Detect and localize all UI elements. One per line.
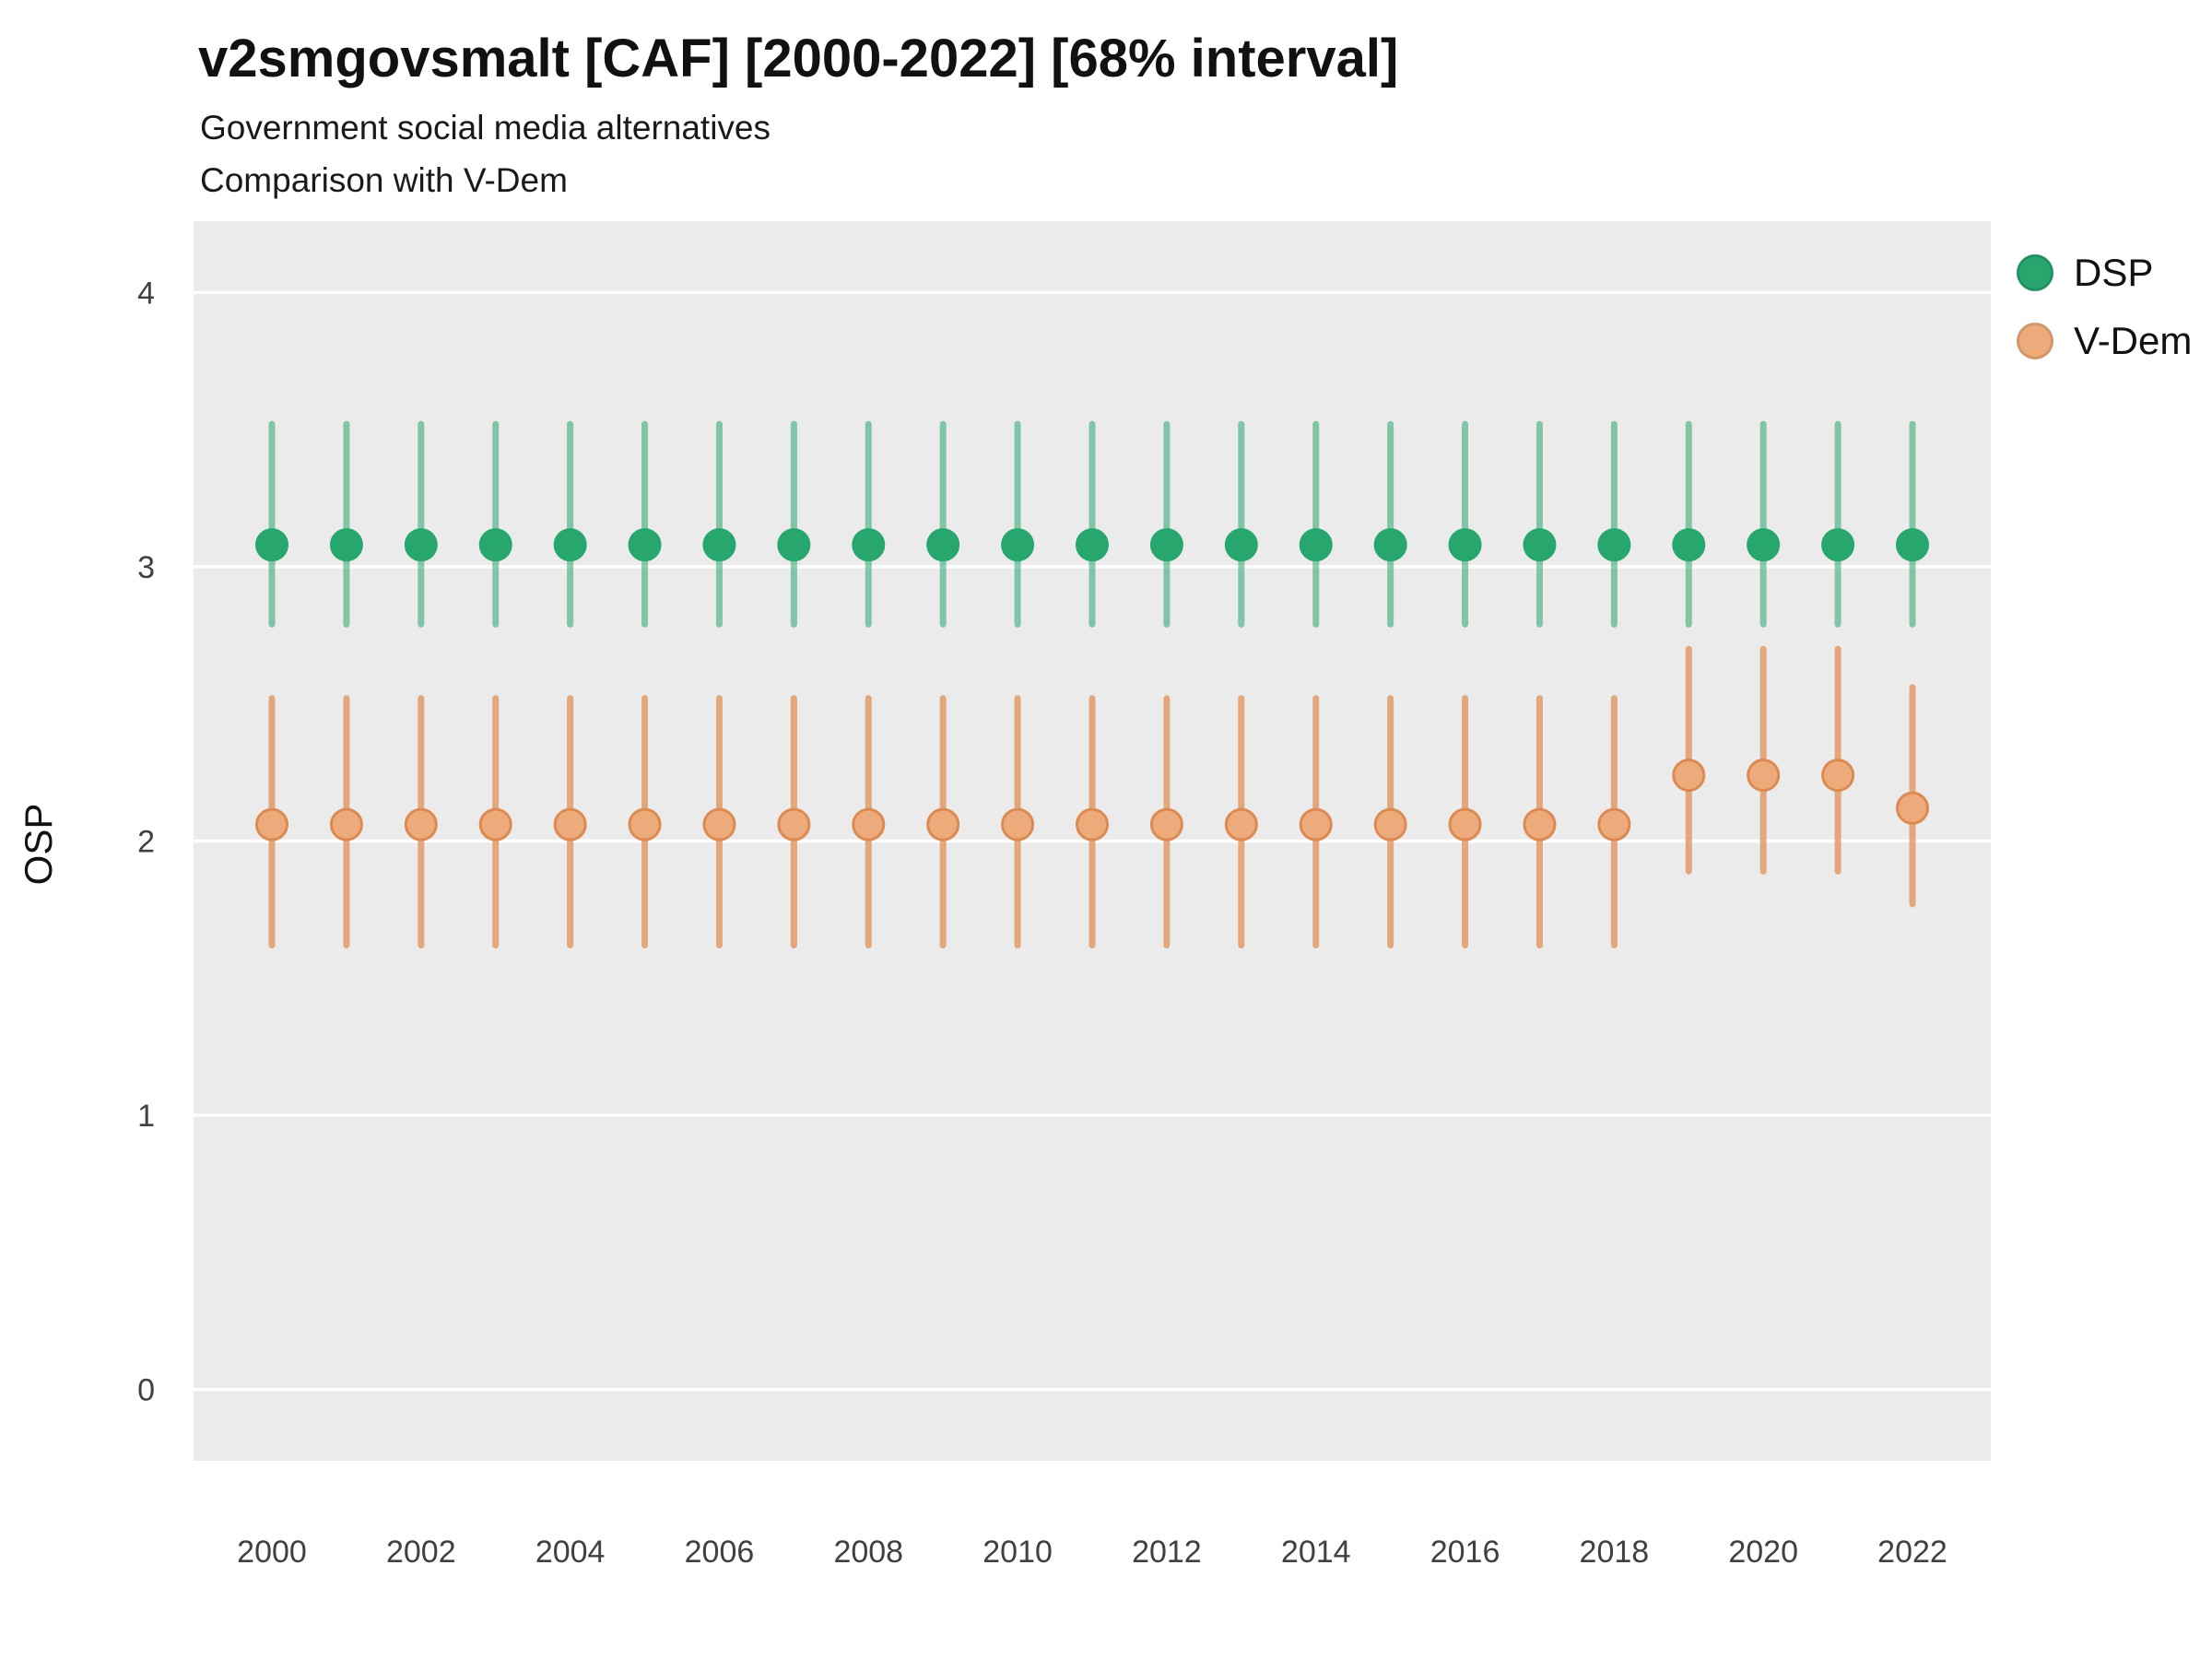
data-point-DSP-2022: [1896, 528, 1929, 562]
data-point-V-Dem-2006: [702, 807, 736, 841]
data-point-DSP-2004: [553, 528, 587, 562]
data-point-DSP-2011: [1076, 528, 1109, 562]
data-point-V-Dem-2020: [1747, 759, 1781, 793]
data-point-DSP-2012: [1149, 528, 1183, 562]
x-tick-label-2020: 2020: [1728, 1535, 1798, 1570]
data-point-DSP-2006: [702, 528, 736, 562]
dsp-legend-swatch-icon: [2017, 254, 2053, 291]
data-point-V-Dem-2013: [1224, 807, 1258, 841]
data-point-DSP-2009: [926, 528, 960, 562]
data-point-V-Dem-2003: [478, 807, 512, 841]
y-tick-label-0: 0: [137, 1373, 155, 1408]
x-tick-label-2022: 2022: [1877, 1535, 1947, 1570]
chart-subtitle-1: Government social media alternatives: [200, 109, 771, 147]
x-tick-label-2006: 2006: [685, 1535, 755, 1570]
legend: DSP V-Dem: [2017, 251, 2192, 387]
legend-item-dsp: DSP: [2017, 251, 2192, 295]
data-point-DSP-2008: [852, 528, 886, 562]
data-point-V-Dem-2015: [1373, 807, 1407, 841]
data-point-V-Dem-2022: [1896, 791, 1929, 825]
data-point-V-Dem-2007: [777, 807, 811, 841]
data-point-V-Dem-2014: [1299, 807, 1333, 841]
data-point-V-Dem-2016: [1448, 807, 1482, 841]
x-tick-label-2012: 2012: [1132, 1535, 1202, 1570]
y-tick-label-2: 2: [137, 824, 155, 859]
x-tick-label-2010: 2010: [982, 1535, 1053, 1570]
data-point-DSP-2010: [1001, 528, 1035, 562]
legend-label-dsp: DSP: [2074, 251, 2154, 294]
x-tick-label-2018: 2018: [1580, 1535, 1650, 1570]
x-tick-label-2000: 2000: [237, 1535, 307, 1570]
x-tick-label-2008: 2008: [833, 1535, 903, 1570]
data-point-DSP-2014: [1299, 528, 1333, 562]
data-point-V-Dem-2019: [1672, 759, 1706, 793]
x-tick-label-2004: 2004: [535, 1535, 606, 1570]
data-point-V-Dem-2021: [1821, 759, 1855, 793]
data-point-V-Dem-2001: [329, 807, 363, 841]
data-point-DSP-2005: [628, 528, 662, 562]
y-tick-label-3: 3: [137, 550, 155, 585]
chart-title: v2smgovsmalt [CAF] [2000-2022] [68% inte…: [198, 29, 1399, 88]
data-point-V-Dem-2010: [1001, 807, 1035, 841]
data-point-DSP-2002: [404, 528, 438, 562]
data-point-V-Dem-2009: [926, 807, 960, 841]
data-point-DSP-2020: [1747, 528, 1781, 562]
data-point-V-Dem-2017: [1523, 807, 1557, 841]
data-point-V-Dem-2012: [1149, 807, 1183, 841]
data-point-V-Dem-2002: [404, 807, 438, 841]
data-point-DSP-2000: [255, 528, 288, 562]
data-point-DSP-2007: [777, 528, 811, 562]
data-point-DSP-2021: [1821, 528, 1855, 562]
data-point-DSP-2013: [1224, 528, 1258, 562]
data-point-V-Dem-2004: [553, 807, 587, 841]
data-point-DSP-2001: [329, 528, 363, 562]
y-tick-label-1: 1: [137, 1099, 155, 1134]
legend-item-vdem: V-Dem: [2017, 319, 2192, 363]
data-point-V-Dem-2011: [1076, 807, 1109, 841]
x-tick-label-2002: 2002: [386, 1535, 456, 1570]
data-point-DSP-2003: [478, 528, 512, 562]
data-point-V-Dem-2000: [255, 807, 288, 841]
legend-label-vdem: V-Dem: [2074, 319, 2193, 362]
data-point-DSP-2016: [1448, 528, 1482, 562]
x-tick-label-2014: 2014: [1281, 1535, 1351, 1570]
data-point-DSP-2019: [1672, 528, 1706, 562]
x-tick-label-2016: 2016: [1430, 1535, 1500, 1570]
data-point-V-Dem-2018: [1597, 807, 1631, 841]
vdem-legend-swatch-icon: [2017, 323, 2053, 359]
chart-subtitle-2: Comparison with V-Dem: [200, 161, 568, 199]
data-point-V-Dem-2005: [628, 807, 662, 841]
y-tick-label-4: 4: [137, 276, 155, 311]
data-point-V-Dem-2008: [852, 807, 886, 841]
data-point-DSP-2018: [1597, 528, 1631, 562]
data-point-DSP-2017: [1523, 528, 1557, 562]
data-point-DSP-2015: [1373, 528, 1407, 562]
